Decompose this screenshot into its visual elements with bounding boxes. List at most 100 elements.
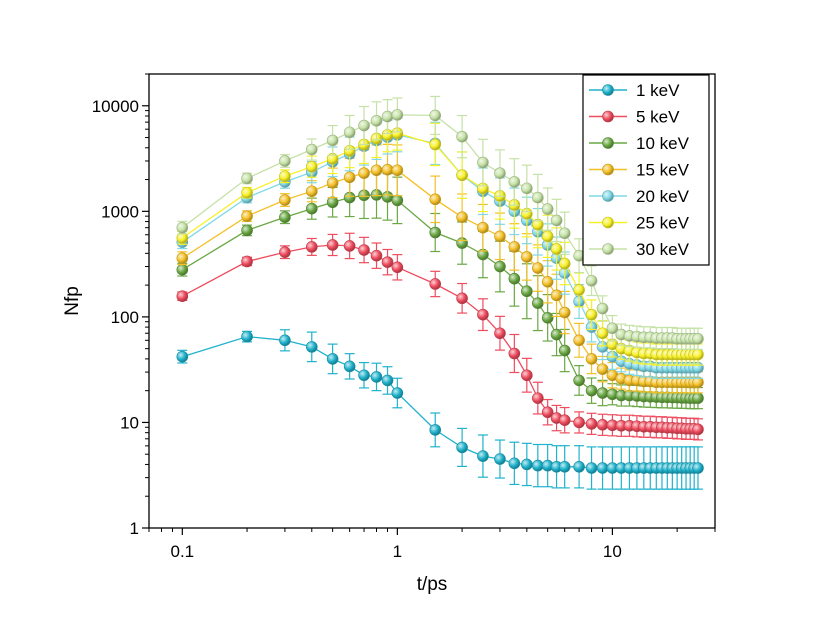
data-point <box>456 211 468 223</box>
data-point <box>477 450 489 462</box>
data-point <box>305 241 318 253</box>
legend-marker <box>602 243 614 255</box>
legend-label: 30 keV <box>636 240 690 259</box>
data-point <box>532 392 544 404</box>
data-point <box>358 244 370 256</box>
data-point <box>456 130 468 143</box>
data-point <box>573 374 585 387</box>
data-point <box>370 371 383 383</box>
data-point <box>370 115 383 127</box>
data-point <box>532 459 544 472</box>
data-point <box>585 308 598 321</box>
plot-frame <box>148 73 716 529</box>
data-point <box>176 263 189 276</box>
data-point <box>596 418 609 431</box>
legend: 1 keV 5 keV 10 keV 15 keV 20 keV 25 keV 30 keV <box>582 74 710 266</box>
data-point <box>558 257 571 270</box>
data-point <box>429 226 442 239</box>
data-point <box>558 306 571 319</box>
data-point <box>573 416 585 429</box>
data-point <box>532 297 544 309</box>
legend-marker <box>602 110 614 123</box>
data-point <box>521 458 533 471</box>
data-point <box>429 138 442 151</box>
data-point <box>692 333 704 345</box>
data-point <box>279 155 291 167</box>
series-5-kev <box>176 232 704 441</box>
data-point <box>521 285 533 298</box>
data-point <box>550 214 563 227</box>
data-point <box>596 363 609 375</box>
data-point <box>279 194 291 206</box>
legend-label: 20 keV <box>636 187 690 206</box>
data-point <box>494 327 506 340</box>
legend-label: 25 keV <box>636 214 690 233</box>
data-point <box>358 119 370 132</box>
series-30-kev <box>176 95 704 350</box>
data-point <box>508 272 521 285</box>
data-point <box>541 203 554 215</box>
data-point <box>692 348 704 361</box>
data-point <box>494 167 506 179</box>
data-point <box>585 418 598 430</box>
data-point <box>176 252 189 264</box>
data-point <box>550 243 563 255</box>
legend-marker <box>602 137 614 149</box>
legend-label: 5 keV <box>636 108 680 127</box>
data-point <box>279 246 291 259</box>
data-point <box>573 334 585 347</box>
data-point <box>521 251 533 263</box>
data-point <box>596 302 609 315</box>
data-point <box>585 384 598 397</box>
x-tick-label: 0.1 <box>170 542 194 561</box>
data-point <box>429 278 442 290</box>
y-tick-label: 10 <box>120 413 139 432</box>
data-point <box>381 110 394 123</box>
data-point <box>305 160 318 173</box>
data-point <box>381 163 394 176</box>
data-point <box>456 292 468 305</box>
data-point <box>241 255 253 268</box>
x-axis-title: t/ps <box>417 574 448 595</box>
y-tick-label: 100 <box>111 308 139 327</box>
data-point <box>429 424 442 436</box>
data-point <box>558 344 571 357</box>
data-point <box>381 256 394 268</box>
data-point <box>596 327 609 340</box>
data-point <box>176 350 189 363</box>
data-point <box>326 134 339 147</box>
data-point <box>541 230 554 243</box>
data-point <box>241 224 253 237</box>
data-point <box>606 322 619 335</box>
data-point <box>279 334 291 347</box>
data-point <box>343 126 356 139</box>
data-point <box>343 360 356 373</box>
legend-label: 1 keV <box>636 81 680 100</box>
data-point <box>596 462 609 474</box>
data-point <box>343 171 356 184</box>
data-point <box>456 169 468 181</box>
x-tick-label: 1 <box>393 542 402 561</box>
data-point <box>692 423 704 436</box>
data-point <box>391 261 404 274</box>
data-point <box>456 441 468 454</box>
data-point <box>477 308 489 321</box>
data-point <box>326 177 339 189</box>
data-point <box>241 186 253 199</box>
data-point <box>550 328 563 341</box>
legend-label: 15 keV <box>636 161 690 180</box>
data-point <box>521 369 533 382</box>
data-point <box>241 172 253 185</box>
data-point <box>305 185 318 198</box>
x-tick-label: 10 <box>603 542 622 561</box>
data-point <box>585 462 598 474</box>
data-point <box>305 202 318 215</box>
data-point <box>176 290 189 303</box>
legend-marker <box>602 84 614 96</box>
data-point <box>358 369 370 382</box>
data-point <box>358 167 370 179</box>
data-point <box>279 170 291 183</box>
axis-layer: 0.1 1 10 1 10 100 1000 10000 <box>92 73 716 561</box>
data-point <box>558 461 571 473</box>
